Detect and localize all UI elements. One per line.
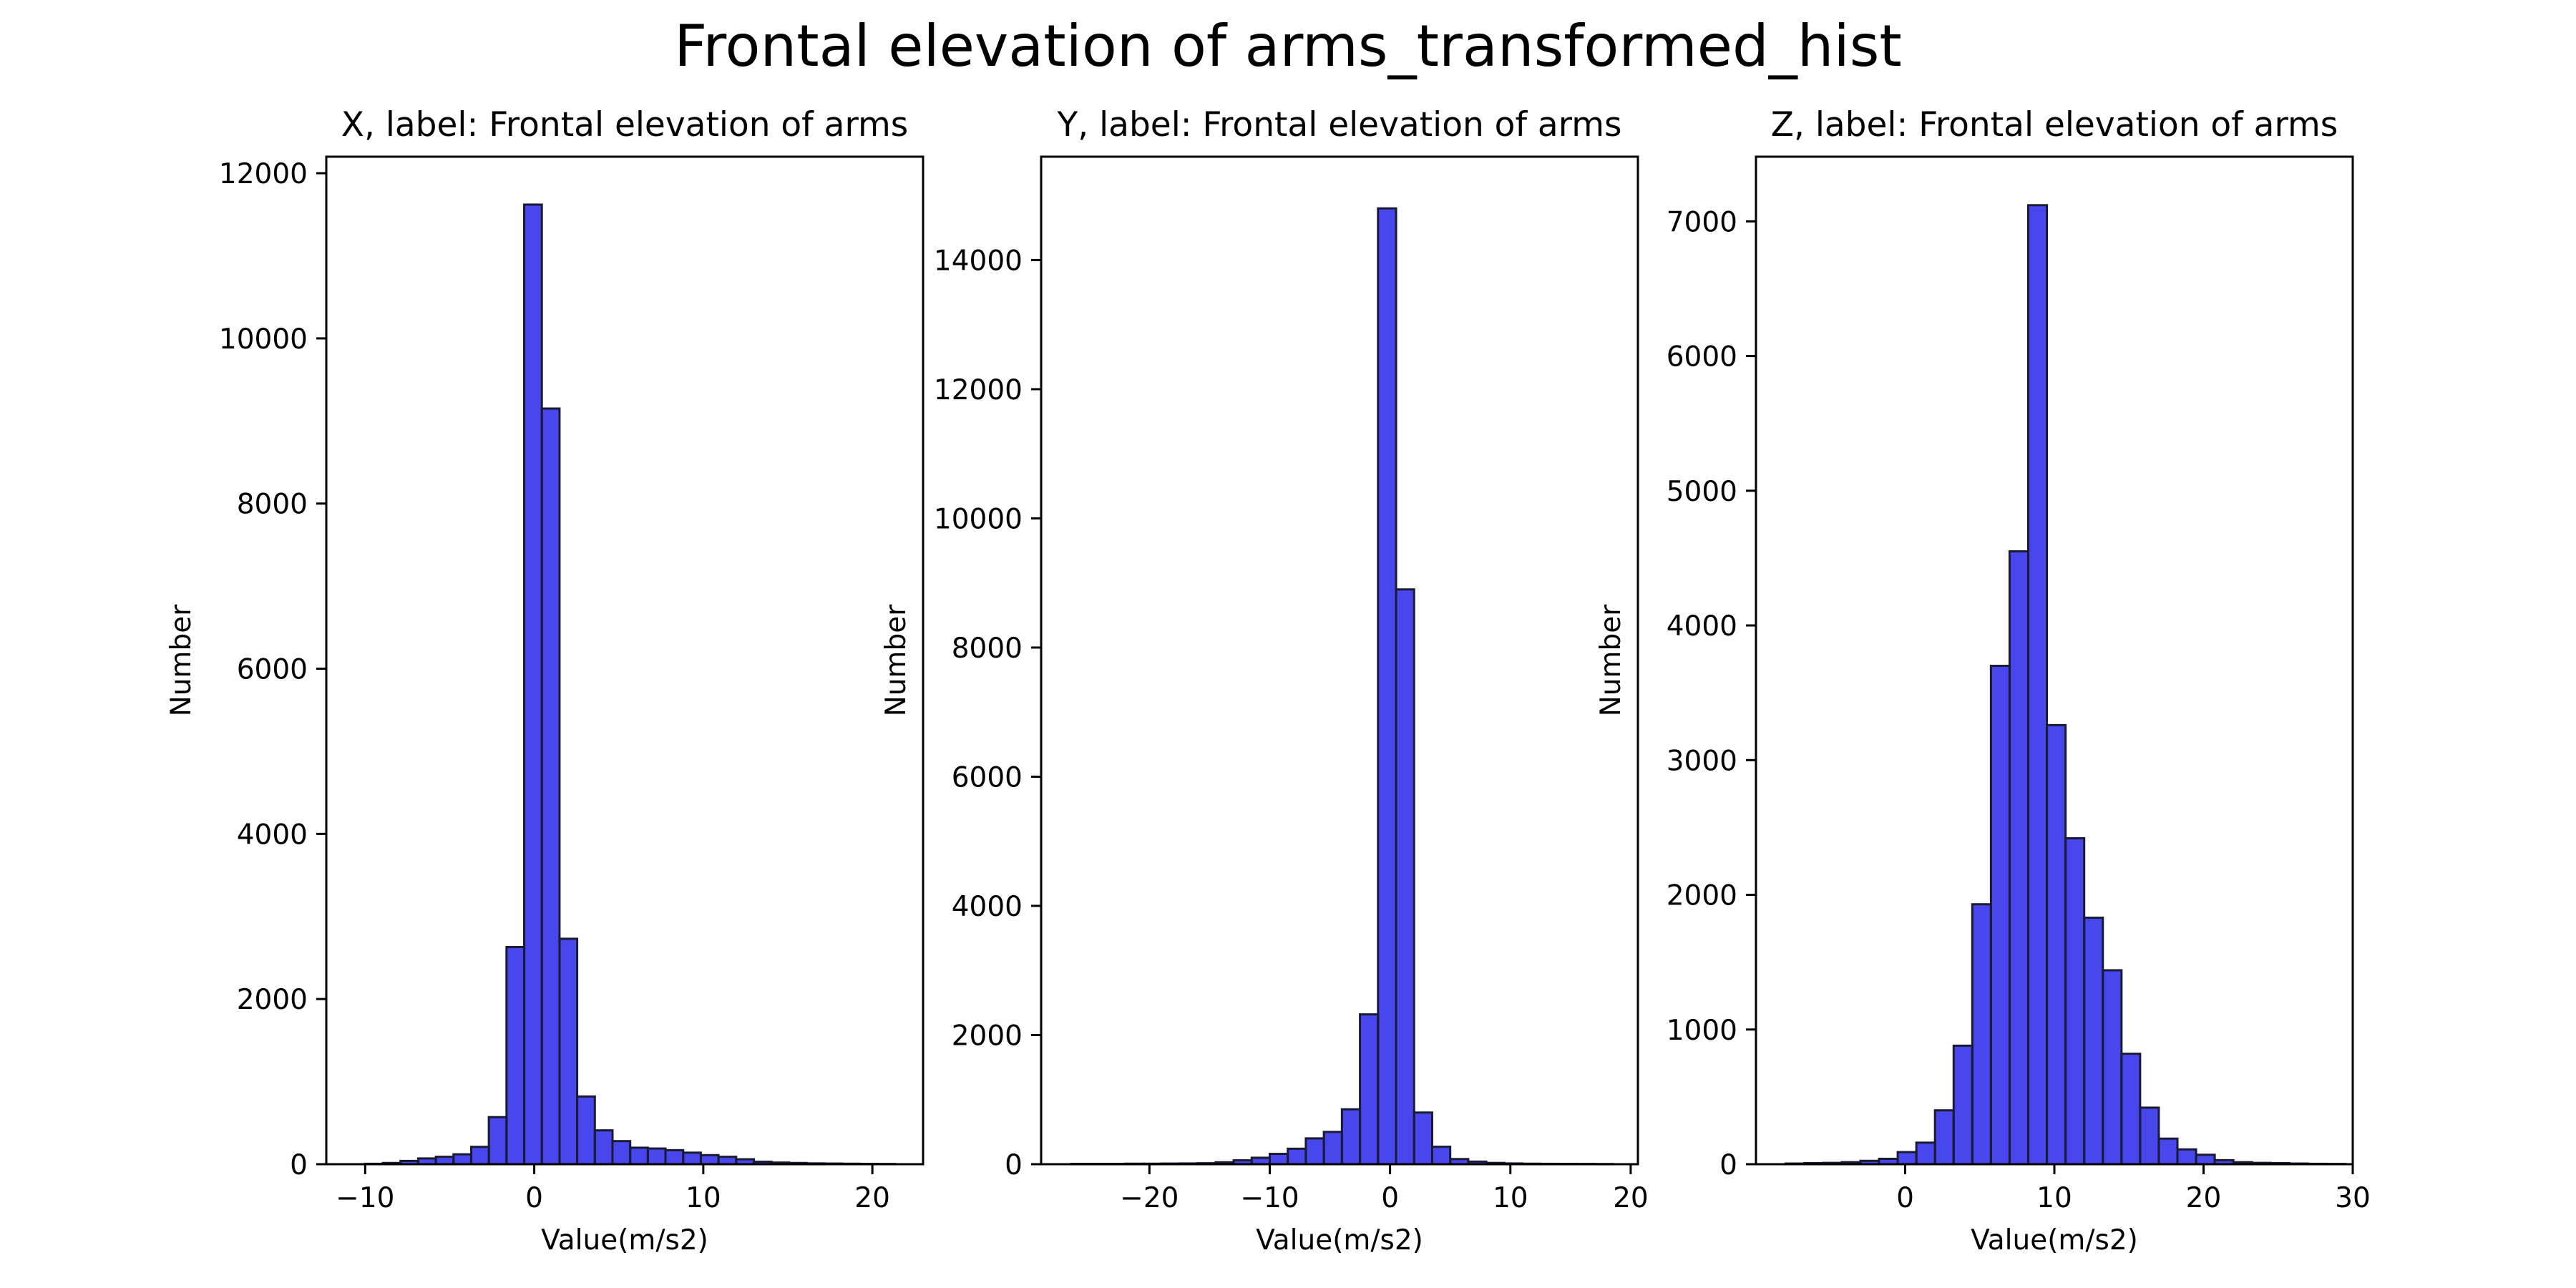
histogram-bar: [434, 1156, 455, 1166]
y-tick-label: 4000: [1667, 610, 1737, 643]
y-tick-label: 8000: [237, 489, 308, 521]
x-tick-label: 0: [1381, 1182, 1399, 1214]
figure-title: Frontal elevation of arms_transformed_hi…: [674, 13, 1902, 79]
y-axis-label: Number: [165, 604, 197, 717]
subplot-title: Z, label: Frontal elevation of arms: [1771, 105, 2338, 145]
subplot-title: Y, label: Frontal elevation of arms: [1057, 105, 1622, 145]
histogram-bar: [1322, 1131, 1343, 1166]
histogram-bar: [1952, 1044, 1974, 1166]
histogram-bar: [2027, 204, 2049, 1166]
histogram-bar: [2195, 1153, 2216, 1166]
histogram-bar: [717, 1156, 738, 1166]
histogram-bar: [1340, 1108, 1362, 1166]
histogram-bar: [540, 407, 561, 1166]
y-tick-label: 2000: [237, 984, 308, 1016]
y-axis-label: Number: [880, 604, 912, 717]
x-tick-label: 0: [1896, 1182, 1914, 1214]
y-tick-label: 12000: [934, 374, 1023, 406]
panel-x: −10 0 10 20 0 2000 4000 6000 8000 10000 12000 X, la…: [165, 105, 924, 1257]
x-tick-label: 20: [1613, 1182, 1649, 1214]
histogram-bar: [2176, 1148, 2197, 1166]
histogram-bar: [523, 203, 543, 1166]
x-tick-label: 20: [854, 1182, 890, 1214]
histogram-bar: [469, 1146, 490, 1166]
histogram-bar: [2083, 917, 2104, 1166]
y-tick-label: 3000: [1667, 745, 1737, 777]
x-tick-label: 30: [2335, 1182, 2371, 1214]
y-tick-label: 7000: [1667, 206, 1737, 238]
y-tick-label: 5000: [1667, 476, 1737, 508]
histogram-bar: [2046, 723, 2067, 1166]
y-tick-label: 4000: [237, 819, 308, 851]
histogram-bar: [1304, 1137, 1325, 1166]
histogram-bar: [2008, 550, 2030, 1166]
histogram-bar: [699, 1153, 720, 1166]
x-axis-label: Value(m/s2): [1971, 1224, 2138, 1257]
histogram-bar: [2064, 836, 2086, 1166]
y-tick-label: 6000: [237, 654, 308, 686]
histogram-bar: [629, 1146, 649, 1166]
x-tick-label: −10: [336, 1182, 394, 1214]
y-tick-label: 14000: [934, 245, 1023, 277]
y-axis-label: Number: [1595, 604, 1627, 717]
histogram-bar: [1989, 665, 2011, 1166]
histogram-bar: [646, 1147, 667, 1166]
histogram-bar: [1395, 588, 1415, 1166]
x-tick-label: −10: [1240, 1182, 1299, 1214]
x-tick-label: 20: [2186, 1182, 2222, 1214]
y-tick-label: 2000: [1667, 880, 1737, 912]
panel-z: 0 10 20 30 0 1000 2000 3000 4000 5000 6000 7000 Z, l…: [1595, 105, 2371, 1257]
histogram-bar: [1268, 1153, 1289, 1166]
histogram-bar: [1971, 903, 1992, 1166]
histogram-bar: [2139, 1106, 2160, 1166]
histogram-bar: [505, 945, 526, 1166]
histogram-bar: [1896, 1151, 1918, 1166]
histogram-bar: [558, 937, 579, 1166]
y-tick-label: 10000: [219, 323, 308, 356]
y-tick-label: 8000: [952, 633, 1023, 665]
axes-frame: [1040, 155, 1639, 1166]
subplot-title: X, label: Frontal elevation of arms: [341, 105, 908, 145]
x-tick-label: 0: [525, 1182, 543, 1214]
histogram-bar: [1430, 1146, 1452, 1166]
x-tick-label: 10: [686, 1182, 721, 1214]
histogram-bar: [2157, 1137, 2179, 1166]
histogram-bar: [1377, 207, 1397, 1166]
histogram-bar: [1413, 1111, 1433, 1166]
x-tick-label: 10: [1493, 1182, 1528, 1214]
histogram-bar: [1287, 1147, 1307, 1166]
histogram-bar: [2120, 1053, 2142, 1166]
histogram-bar: [682, 1151, 702, 1166]
histogram-bar: [1933, 1109, 1955, 1166]
y-tick-label: 6000: [1667, 341, 1737, 374]
histogram-bar: [487, 1116, 508, 1166]
histogram-bar: [1359, 1013, 1380, 1166]
histogram-bar: [664, 1148, 685, 1166]
histogram-bar: [576, 1095, 596, 1166]
x-axis-label: Value(m/s2): [1256, 1224, 1423, 1257]
axes-frame: [325, 155, 924, 1166]
y-tick-label: 0: [1005, 1149, 1023, 1181]
y-tick-label: 2000: [952, 1020, 1023, 1052]
y-tick-label: 4000: [952, 891, 1023, 923]
histogram-bar: [593, 1129, 614, 1166]
y-tick-label: 0: [1719, 1149, 1737, 1181]
x-tick-label: 10: [2036, 1182, 2072, 1214]
panel-y: −20 −10 0 10 20 0 2000 4000 6000 8000 10000 12000 14…: [880, 105, 1649, 1257]
y-tick-label: 0: [290, 1149, 308, 1181]
x-axis-label: Value(m/s2): [541, 1224, 708, 1257]
histogram-bar: [1915, 1141, 1936, 1166]
histogram-bar: [611, 1140, 632, 1166]
y-tick-label: 6000: [952, 761, 1023, 794]
y-tick-label: 1000: [1667, 1015, 1737, 1047]
histogram-bar: [452, 1153, 472, 1166]
histogram-bar: [2102, 969, 2123, 1166]
x-tick-label: −20: [1120, 1182, 1179, 1214]
y-tick-label: 10000: [934, 503, 1023, 535]
y-tick-label: 12000: [219, 158, 308, 190]
